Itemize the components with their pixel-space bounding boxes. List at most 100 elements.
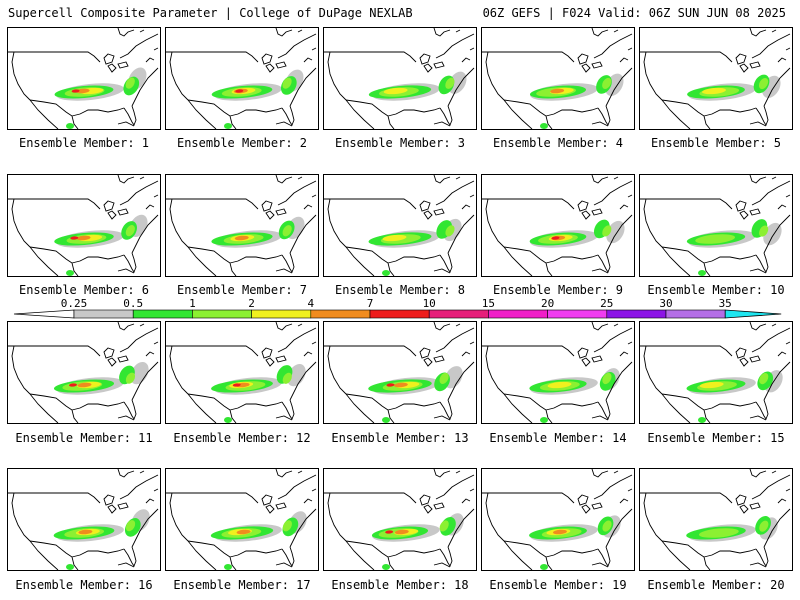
scp-contour-4 [78,529,93,535]
scp-contour-1 [445,225,455,237]
map-outline [166,51,259,63]
scp-map [166,322,317,423]
map-outline [503,540,533,570]
map-outline [277,327,317,353]
colorbar-tick-label: 20 [541,297,554,310]
map-outline [117,355,129,363]
colorbar-segment [132,309,193,319]
map-outline [751,474,791,500]
map-outline [433,469,451,478]
map-outline [591,61,603,69]
map-outline [605,508,633,548]
map-outline [419,494,431,506]
colorbar-segment [488,309,548,319]
map-outline [785,194,791,198]
map-outline [153,194,159,198]
map-outline [289,67,317,107]
ensemble-member-map [639,174,793,277]
scp-contour-7 [232,383,241,387]
map-outline [763,214,791,254]
scp-contour-0.5 [540,123,548,129]
map-outline [11,492,31,542]
ensemble-member-label: Ensemble Member: 9 [492,283,624,297]
map-outline [447,361,475,401]
map-outline [605,214,633,254]
scp-contour-2 [383,87,408,95]
map-outline [117,28,135,37]
map-outline [265,210,275,220]
map-outline [387,556,395,570]
map-outline [591,28,609,37]
map-outline [435,474,475,500]
map-outline [29,540,73,558]
map-outline [435,33,475,59]
map-outline [591,415,609,421]
map-outline [627,341,633,345]
ensemble-member-map [7,321,161,424]
map-outline [345,540,375,570]
scp-contour-1 [602,520,612,532]
map-outline [739,210,749,220]
map-outline [281,105,295,126]
map-outline [169,345,189,395]
map-outline [433,502,445,510]
map-outline [755,105,769,126]
map-outline [613,323,619,327]
map-outline [627,488,633,492]
map-outline [545,548,599,558]
map-outline [8,51,101,63]
map-outline [619,204,629,210]
map-outline [751,33,791,59]
scp-contour-7 [385,530,394,534]
map-outline [145,498,155,504]
ensemble-member-label: Ensemble Member: 2 [176,136,308,150]
map-outline [131,214,159,254]
map-outline [433,355,445,363]
map-outline [387,401,441,411]
map-outline [423,210,433,220]
map-outline [433,562,451,568]
scp-map [166,469,317,570]
map-outline [593,474,633,500]
ensemble-member-map [481,174,635,277]
map-outline [597,546,611,567]
map-outline [785,47,791,51]
map-outline [469,47,475,51]
scp-map [482,28,633,129]
ensemble-member-label: Ensemble Member: 13 [331,431,469,445]
map-outline [345,393,389,411]
map-outline [640,492,733,504]
scp-contour-7 [71,89,80,93]
map-outline [139,29,145,33]
map-outline [277,180,317,206]
scp-map [324,469,475,570]
map-outline [71,254,125,264]
map-outline [169,51,189,101]
map-outline [577,347,589,359]
scp-map [482,322,633,423]
map-outline [640,345,733,357]
map-outline [153,47,159,51]
colorbar-tick-label: 7 [367,297,374,310]
map-outline [327,345,347,395]
ensemble-member-label: Ensemble Member: 4 [492,136,624,150]
map-outline [439,546,453,567]
map-outline [275,415,293,421]
map-outline [11,345,31,395]
map-outline [581,63,591,73]
scp-contour-1 [439,372,449,384]
colorbar-segment [73,309,134,319]
map-outline [503,246,533,276]
map-outline [433,322,451,331]
map-outline [581,210,591,220]
map-outline [485,345,505,395]
map-outline [771,323,777,327]
ensemble-member-map [639,468,793,571]
map-outline [117,469,135,478]
map-outline [229,107,283,117]
map-outline [229,556,237,570]
map-outline [749,268,767,274]
map-outline [591,355,603,363]
scp-contour-1 [602,77,612,89]
map-outline [771,176,777,180]
